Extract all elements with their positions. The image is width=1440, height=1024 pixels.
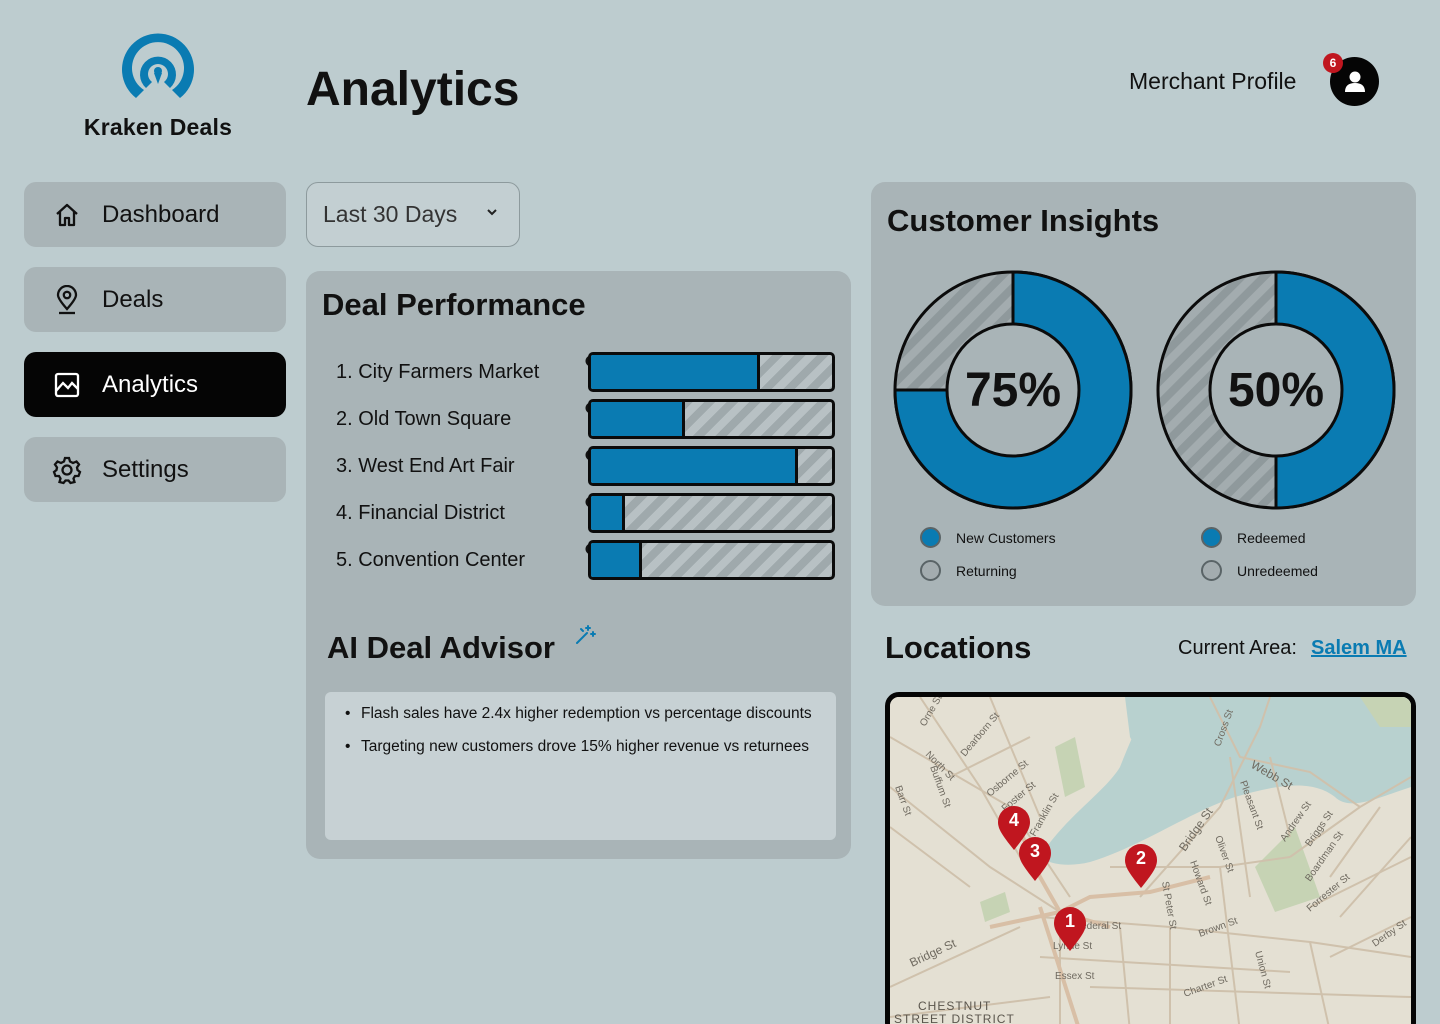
deal-label: 1. City Farmers Market xyxy=(336,361,540,383)
deal-progress-fill xyxy=(591,402,685,436)
map-park xyxy=(980,892,1010,922)
map-pin-1[interactable]: 1 xyxy=(1053,906,1087,952)
map-park xyxy=(1360,697,1411,727)
deal-row[interactable]: 2. Old Town Square xyxy=(336,399,846,439)
deal-row[interactable]: 3. West End Art Fair xyxy=(336,446,846,486)
redeemed-donut: 50% xyxy=(1154,268,1398,512)
map-pin-4[interactable]: 4 xyxy=(997,805,1031,851)
legend-dot xyxy=(1201,527,1222,548)
sidebar-item-label: Analytics xyxy=(102,370,199,398)
deal-progress-bar xyxy=(588,540,835,580)
legend-item-returning: Returning xyxy=(920,560,1017,581)
legend-item-unredeemed: Unredeemed xyxy=(1201,560,1318,581)
donut-chart xyxy=(893,270,1133,510)
current-area-label: Current Area: xyxy=(1178,637,1297,659)
map-street-label: Federal St xyxy=(1075,921,1121,932)
legend-dot xyxy=(920,560,941,581)
donut-value-slice xyxy=(893,270,1133,510)
date-range-select[interactable]: Last 30 Days xyxy=(306,182,520,247)
kraken-logo-icon xyxy=(122,33,194,98)
map-pin-icon xyxy=(1054,907,1086,951)
user-icon xyxy=(1344,71,1365,92)
deal-label: 2. Old Town Square xyxy=(336,408,512,430)
advisor-tip: Targeting new customers drove 15% higher… xyxy=(345,738,836,756)
customer-insights-title: Customer Insights xyxy=(887,203,1160,238)
map-district-label: STREET DISTRICT xyxy=(894,1012,1015,1024)
legend-label: Unredeemed xyxy=(1237,562,1318,579)
brand-name: Kraken Deals xyxy=(83,114,233,140)
chart-image-icon xyxy=(52,370,82,400)
donut-value-label: 75% xyxy=(964,363,1062,417)
sidebar-item-label: Settings xyxy=(102,455,189,483)
legend-dot xyxy=(1201,560,1222,581)
deal-progress-fill xyxy=(591,543,642,577)
gear-icon xyxy=(52,455,82,485)
map-water xyxy=(1125,697,1190,748)
map-pin-icon xyxy=(998,806,1030,850)
deal-progress-bar xyxy=(588,446,835,486)
map-district-label: CHESTNUT xyxy=(918,999,991,1013)
chevron-down-icon xyxy=(487,209,497,216)
locations-title: Locations xyxy=(885,630,1032,665)
customer-insights-panel: Customer Insights 75% 50% New Customers xyxy=(871,182,1416,606)
deal-label: 4. Financial District xyxy=(336,502,505,524)
current-area-link[interactable]: Salem MA xyxy=(1311,637,1407,659)
deal-row[interactable]: 4. Financial District xyxy=(336,493,846,533)
sidebar-item-dashboard[interactable]: Dashboard xyxy=(24,182,286,247)
map-street-label: Essex St xyxy=(1055,971,1095,982)
legend-label: Returning xyxy=(956,562,1017,579)
map-pin-2[interactable]: 2 xyxy=(1124,843,1158,889)
map-pin-number: 1 xyxy=(1064,911,1075,931)
map-pin-icon xyxy=(1019,837,1051,881)
deal-progress-bar xyxy=(588,399,835,439)
brand-logo[interactable]: Kraken Deals xyxy=(78,30,238,150)
map-pin-number: 3 xyxy=(1029,841,1040,861)
legend-item-new-customers: New Customers xyxy=(920,527,1056,548)
deal-label: 5. Convention Center xyxy=(336,549,526,571)
legend-label: Redeemed xyxy=(1237,529,1306,546)
legend-label: New Customers xyxy=(956,529,1056,546)
deal-progress-fill xyxy=(591,355,760,389)
new-customers-donut: 75% xyxy=(891,268,1135,512)
map-park xyxy=(1255,827,1320,912)
sidebar-item-label: Deals xyxy=(102,285,164,313)
legend-item-redeemed: Redeemed xyxy=(1201,527,1306,548)
ai-advisor-title: AI Deal Advisor xyxy=(327,630,555,665)
sidebar-item-label: Dashboard xyxy=(102,200,220,228)
sidebar-item-analytics[interactable]: Analytics xyxy=(24,352,286,417)
advisor-tip: Flash sales have 2.4x higher redemption … xyxy=(345,705,836,723)
ai-advisor-tips: Flash sales have 2.4x higher redemption … xyxy=(325,692,836,840)
map-pin-number: 2 xyxy=(1135,848,1146,868)
deal-progress-fill xyxy=(591,449,799,483)
deal-row[interactable]: 5. Convention Center xyxy=(336,540,846,580)
donut-chart xyxy=(1156,270,1396,510)
deal-label: 3. West End Art Fair xyxy=(336,455,515,477)
magic-wand-sparkle-icon xyxy=(576,625,596,644)
sidebar-item-settings[interactable]: Settings xyxy=(24,437,286,502)
map-pin-3[interactable]: 3 xyxy=(1018,836,1052,882)
deal-progress-bar xyxy=(588,493,835,533)
notification-badge[interactable]: 6 xyxy=(1323,53,1343,73)
map-park xyxy=(1055,737,1085,797)
deal-row[interactable]: 1. City Farmers Market xyxy=(336,352,846,392)
deal-progress-fill xyxy=(591,496,625,530)
deal-progress-bar xyxy=(588,352,835,392)
map-canvas: North St Dearborn St Osborne St Foster S… xyxy=(890,697,1411,1024)
deal-performance-title: Deal Performance xyxy=(322,287,586,322)
sidebar-item-deals[interactable]: Deals xyxy=(24,267,286,332)
date-range-value: Last 30 Days xyxy=(323,201,458,227)
locations-map[interactable]: North St Dearborn St Osborne St Foster S… xyxy=(885,692,1416,1024)
donut-value-label: 50% xyxy=(1227,363,1325,417)
map-pin-icon xyxy=(1125,844,1157,888)
page-title: Analytics xyxy=(306,63,520,116)
map-pin-number: 4 xyxy=(1008,810,1019,830)
merchant-profile-link[interactable]: Merchant Profile xyxy=(1129,68,1297,94)
location-pin-icon xyxy=(52,284,82,315)
home-icon xyxy=(52,200,82,230)
legend-dot xyxy=(920,527,941,548)
